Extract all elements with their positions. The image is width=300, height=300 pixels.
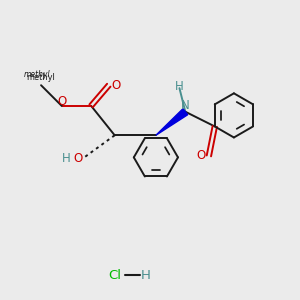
Text: H: H [141,268,151,282]
Text: O: O [57,95,66,108]
Text: Cl: Cl [108,268,121,282]
Text: methyl: methyl [23,70,50,79]
Text: O: O [73,152,83,165]
Text: N: N [181,99,190,112]
Text: H: H [175,80,184,93]
Text: methyl: methyl [27,73,56,82]
Text: O: O [196,149,205,162]
Text: H: H [62,152,70,165]
Polygon shape [156,109,188,135]
Text: O: O [112,79,121,92]
